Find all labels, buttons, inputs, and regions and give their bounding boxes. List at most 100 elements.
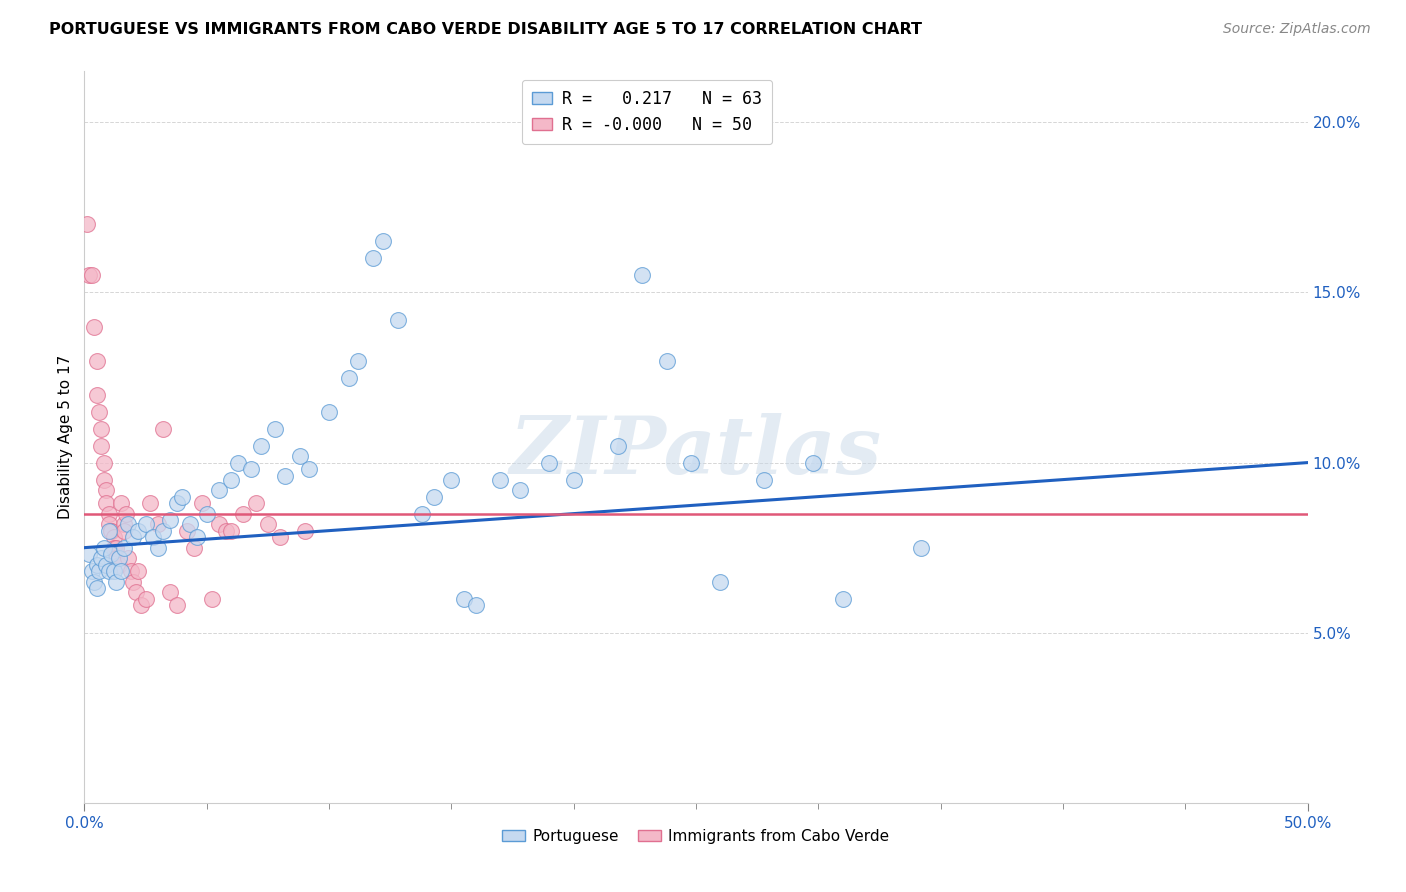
Point [110,496,132,510]
Point [191,496,214,510]
Point [172,490,194,504]
Point [489,473,512,487]
Point [96,483,118,497]
Point [245,496,267,510]
Point [93,473,115,487]
Point [97,507,120,521]
Point [288,449,311,463]
Point [110,565,132,579]
Point [86,582,108,596]
Point [80,565,103,579]
Point [269,531,291,545]
Point [135,516,157,531]
Point [754,473,776,487]
Point [219,524,242,538]
Point [86,558,108,572]
Point [274,469,297,483]
Point [152,421,174,435]
Point [146,516,169,531]
Point [298,462,321,476]
Point [371,235,394,249]
Point [152,524,174,538]
Point [122,531,145,545]
Point [509,483,531,497]
Point [120,565,142,579]
Point [115,507,138,521]
Point [90,421,112,435]
Point [631,268,654,283]
Text: PORTUGUESE VS IMMIGRANTS FROM CABO VERDE DISABILITY AGE 5 TO 17 CORRELATION CHAR: PORTUGUESE VS IMMIGRANTS FROM CABO VERDE… [49,22,922,37]
Point [166,599,188,613]
Point [208,516,231,531]
Point [105,541,128,555]
Point [77,548,100,562]
Point [83,574,105,589]
Point [423,490,446,504]
Point [538,456,561,470]
Point [107,550,129,565]
Point [100,524,122,538]
Point [87,565,110,579]
Point [239,462,262,476]
Point [103,565,125,579]
Point [76,218,98,232]
Point [100,524,122,538]
Point [100,548,122,562]
Point [228,456,250,470]
Point [831,591,853,606]
Point [122,574,145,589]
Point [77,268,100,283]
Point [125,585,148,599]
Point [318,404,340,418]
Point [176,524,198,538]
Point [96,496,118,510]
Point [195,507,218,521]
Point [135,591,157,606]
Point [127,565,149,579]
Point [97,565,120,579]
Point [709,574,731,589]
Point [93,541,115,555]
Point [257,516,280,531]
Point [142,531,165,545]
Point [97,516,120,531]
Point [159,585,181,599]
Point [910,541,932,555]
Point [453,591,475,606]
Point [86,353,108,368]
Point [87,404,110,418]
Point [294,524,316,538]
Point [83,319,105,334]
Point [93,456,115,470]
Point [606,439,628,453]
Point [219,473,242,487]
Point [112,516,135,531]
Point [208,483,231,497]
Point [264,421,287,435]
Point [103,531,125,545]
Point [655,353,678,368]
Point [80,268,103,283]
Y-axis label: Disability Age 5 to 17: Disability Age 5 to 17 [58,355,73,519]
Point [347,353,370,368]
Text: ZIPatlas: ZIPatlas [510,413,882,491]
Point [90,439,112,453]
Point [90,550,112,565]
Point [139,496,162,510]
Point [105,550,128,565]
Point [105,574,128,589]
Point [179,516,201,531]
Point [96,558,118,572]
Point [200,591,222,606]
Point [127,524,149,538]
Point [411,507,433,521]
Point [129,599,152,613]
Point [103,541,125,555]
Point [681,456,703,470]
Point [159,513,181,527]
Point [803,456,825,470]
Point [440,473,463,487]
Point [112,524,135,538]
Point [361,252,384,266]
Point [337,370,360,384]
